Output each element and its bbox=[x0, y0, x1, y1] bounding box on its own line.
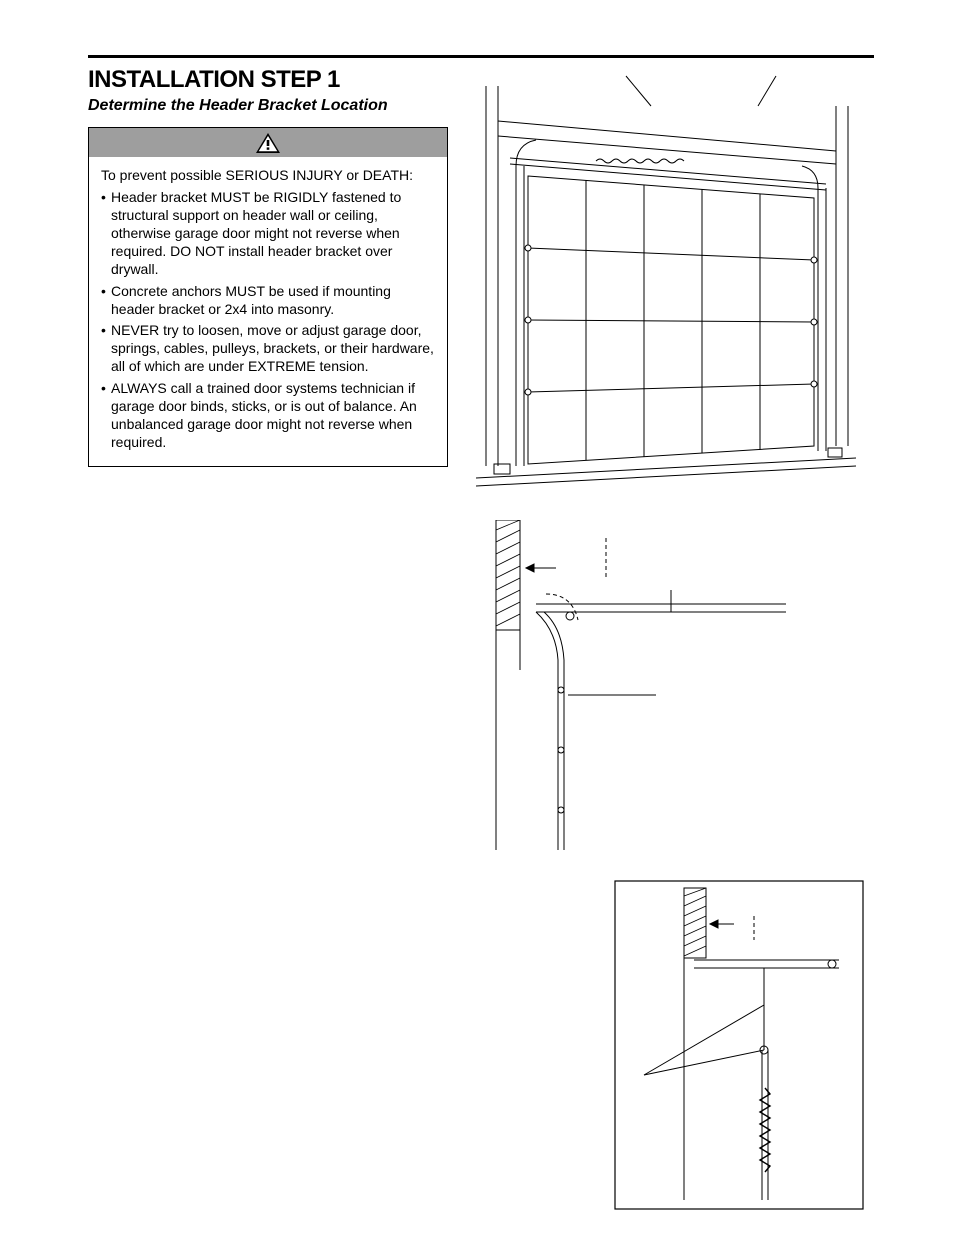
warning-bullet: NEVER try to loosen, move or adjust gara… bbox=[101, 322, 435, 376]
warning-bullet-list: Header bracket MUST be RIGIDLY fastened … bbox=[101, 189, 435, 452]
warning-triangle-icon bbox=[255, 132, 281, 154]
left-column: INSTALLATION STEP 1 Determine the Header… bbox=[88, 66, 448, 1210]
figure-side-torsion bbox=[486, 520, 796, 860]
warning-body: To prevent possible SERIOUS INJURY or DE… bbox=[89, 157, 447, 466]
top-rule bbox=[88, 55, 874, 58]
step-title: INSTALLATION STEP 1 bbox=[88, 66, 448, 94]
right-column bbox=[476, 66, 874, 1210]
warning-lead-text: To prevent possible SERIOUS INJURY or DE… bbox=[101, 167, 435, 185]
two-column-layout: INSTALLATION STEP 1 Determine the Header… bbox=[88, 66, 874, 1210]
figure-side-extension bbox=[614, 880, 864, 1210]
step-subtitle: Determine the Header Bracket Location bbox=[88, 96, 448, 115]
warning-bullet: Concrete anchors MUST be used if mountin… bbox=[101, 283, 435, 319]
warning-bullet: ALWAYS call a trained door systems techn… bbox=[101, 380, 435, 452]
warning-bullet: Header bracket MUST be RIGIDLY fastened … bbox=[101, 189, 435, 279]
warning-box: To prevent possible SERIOUS INJURY or DE… bbox=[88, 127, 448, 467]
figure-garage-door-perspective bbox=[476, 66, 874, 496]
warning-header bbox=[89, 128, 447, 157]
